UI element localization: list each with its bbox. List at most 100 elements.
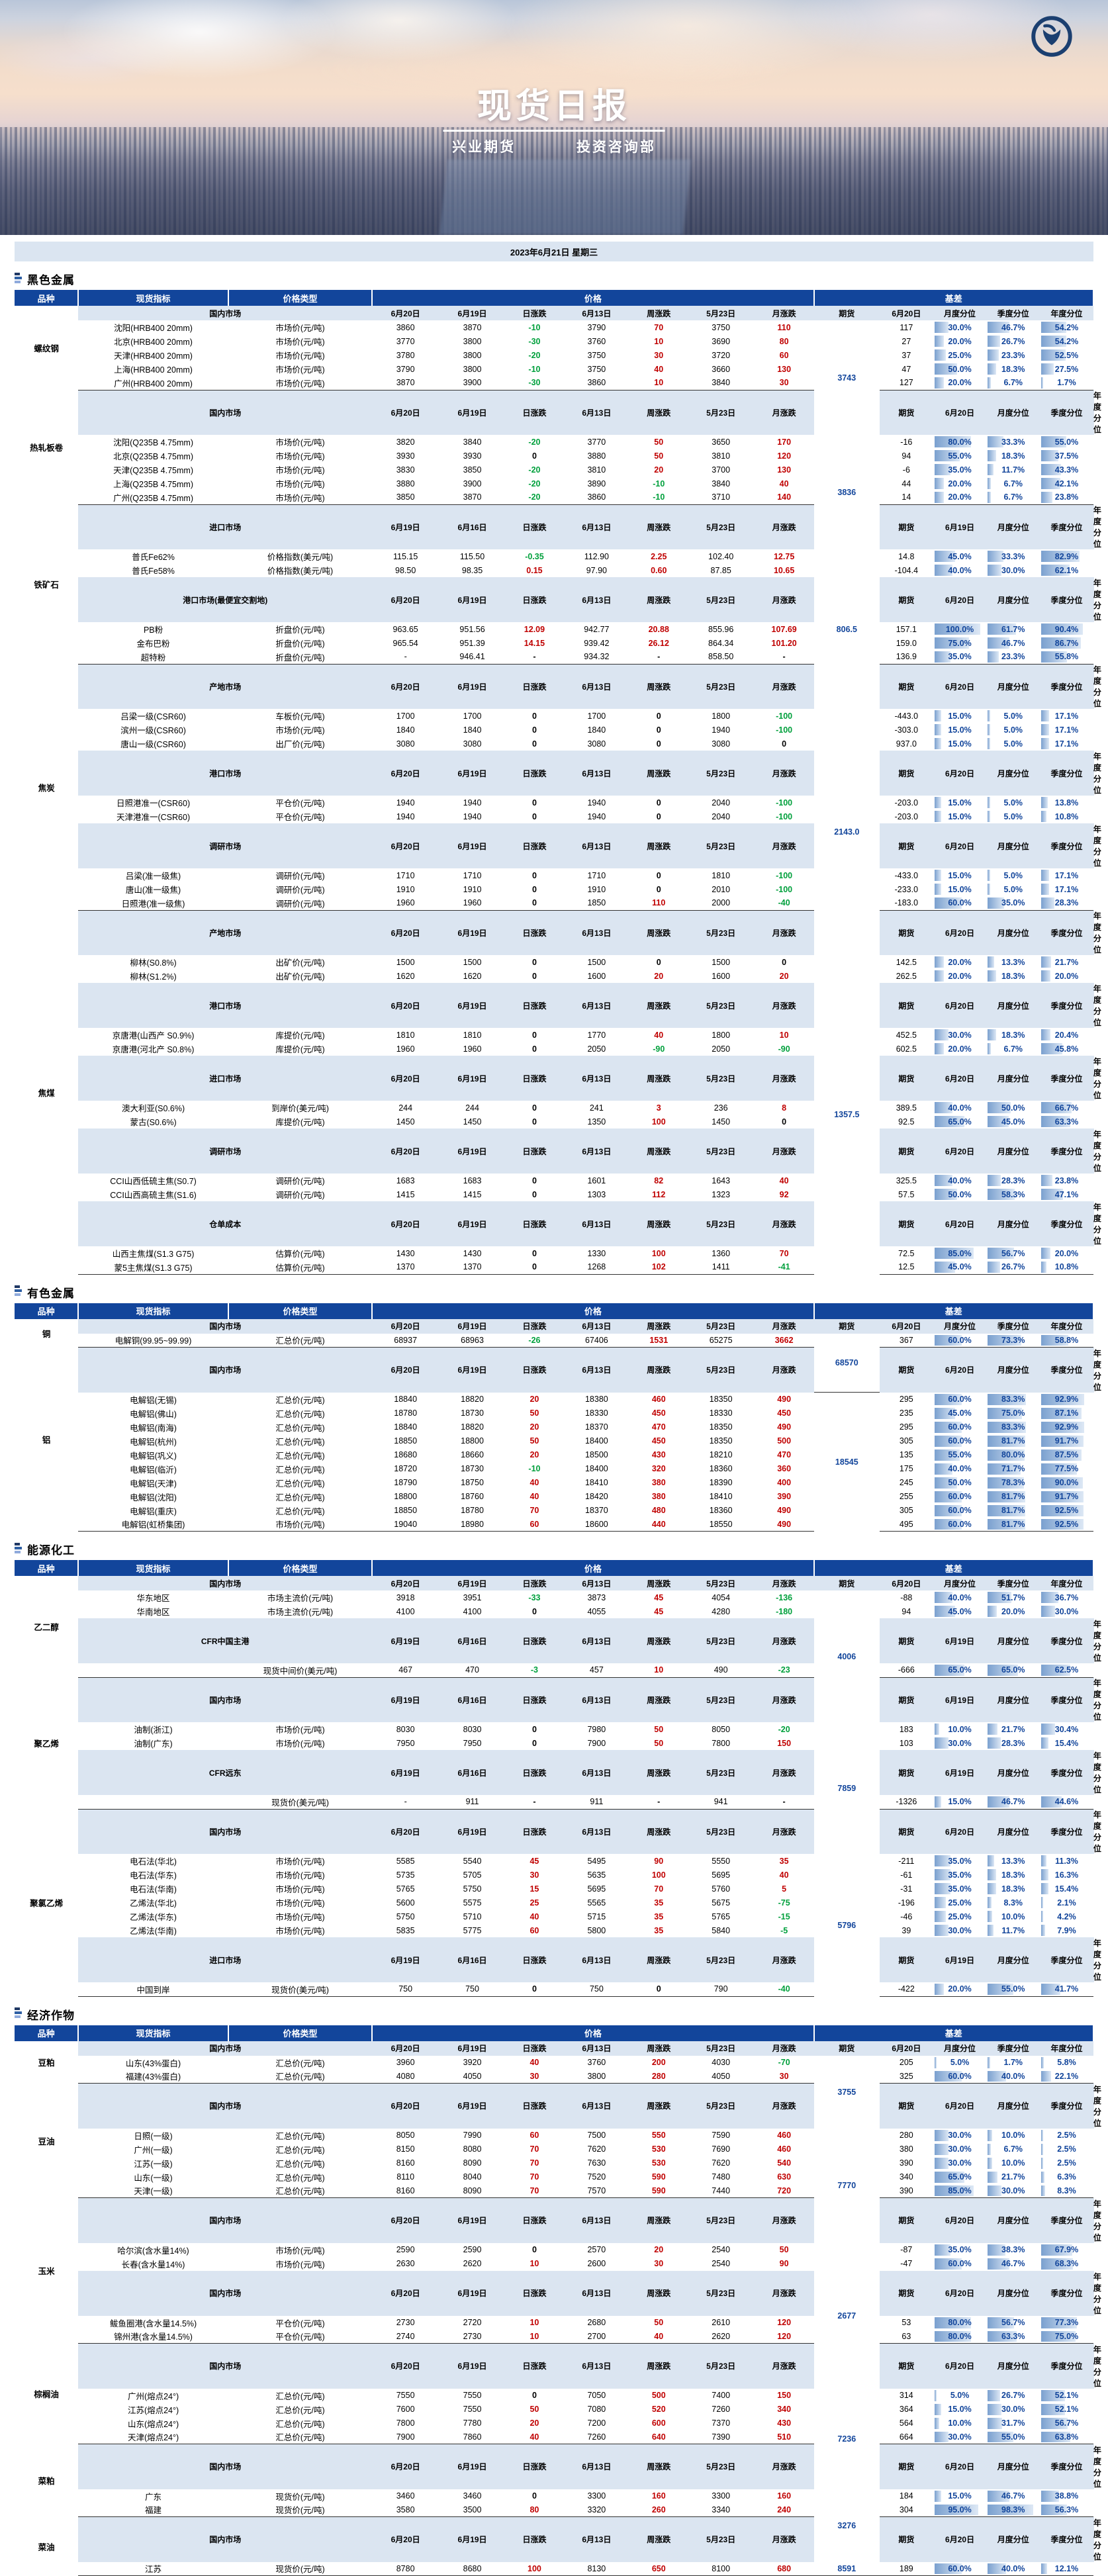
date-header-2: 日涨跌 (506, 1201, 563, 1246)
date-header-1: 6月19日 (439, 1128, 506, 1173)
month-pct-header: 月度分位 (986, 1618, 1040, 1663)
quarter-pct-header: 季度分位 (1040, 664, 1093, 709)
price-m: 3660 (688, 362, 755, 376)
percentile-bar (988, 1175, 1001, 1186)
percentile-cell: 30.0% (933, 1028, 987, 1042)
futures-header: 期货 (814, 1319, 880, 1334)
percentile-value: 13.8% (1055, 798, 1078, 807)
percentile-cell: 60.0% (933, 2257, 987, 2271)
price-w: 911 (563, 1795, 630, 1809)
price-d0: 1960 (372, 1042, 439, 1056)
price-d1: 68963 (439, 1334, 506, 1348)
price-type: 平仓价(元/吨) (228, 2330, 372, 2344)
percentile-value: 35.0% (1001, 898, 1025, 907)
percentile-cell: 20.0% (933, 376, 987, 390)
weekly-change: 160 (630, 2489, 688, 2503)
month-pct-header: 月度分位 (986, 2344, 1040, 2389)
weekly-change: 50 (630, 1722, 688, 1736)
percentile-value: 71.7% (1001, 1464, 1025, 1473)
date-header-0: 6月20日 (372, 2041, 439, 2056)
date-header-1: 6月19日 (439, 1576, 506, 1590)
date-header-4: 周涨跌 (630, 910, 688, 955)
percentile-bar (988, 349, 998, 361)
col-header-price-type: 价格类型 (228, 1560, 372, 1576)
percentile-bar (1041, 710, 1049, 721)
weekly-change: 480 (630, 1504, 688, 1518)
percentile-value: 75.0% (1001, 1408, 1025, 1418)
date-header-1: 6月19日 (439, 664, 506, 709)
percentile-cell: 75.0% (1040, 2330, 1093, 2344)
date-header-6: 月涨跌 (755, 751, 814, 796)
percentile-value: 17.1% (1055, 725, 1078, 735)
date-header-5: 5月23日 (688, 751, 755, 796)
price-type: 汇总价(元/吨) (228, 1504, 372, 1518)
price-type: 汇总价(元/吨) (228, 1490, 372, 1504)
date-header-1: 6月19日 (439, 1201, 506, 1246)
percentile-value: 26.7% (1001, 337, 1025, 346)
price-m: 65275 (688, 1334, 755, 1348)
price-d1: 5750 (439, 1882, 506, 1896)
price-m: 3810 (688, 449, 755, 463)
basis-value: -443.0 (880, 709, 933, 723)
weekly-change: -10 (630, 490, 688, 504)
percentile-value: 28.3% (1055, 898, 1078, 907)
percentile-bar (988, 956, 993, 968)
price-m: 855.96 (688, 622, 755, 636)
percentile-value: 82.9% (1055, 552, 1078, 561)
price-w: 18330 (563, 1406, 630, 1420)
price-d0: 3918 (372, 1590, 439, 1604)
price-m: 7260 (688, 2403, 755, 2416)
percentile-cell: 30.0% (986, 2184, 1040, 2198)
price-m: 1600 (688, 969, 755, 983)
price-m: 858.50 (688, 650, 755, 664)
percentile-cell: 26.7% (986, 1260, 1040, 1274)
price-d0: 3580 (372, 2503, 439, 2517)
percentile-value: 11.3% (1055, 1857, 1078, 1866)
indicator-name: 福建(43%蛋白) (78, 2070, 228, 2084)
percentile-bar (1041, 1869, 1048, 1880)
percentile-value: 80.0% (948, 2332, 971, 2341)
percentile-bar (935, 478, 944, 489)
percentile-cell: 90.0% (1040, 1476, 1093, 1490)
price-w: 4055 (563, 1604, 630, 1618)
weekly-change: 100 (630, 1868, 688, 1882)
percentile-cell: 20.4% (1040, 1028, 1093, 1042)
percentile-value: 30.0% (1055, 1607, 1078, 1616)
percentile-value: 56.7% (1001, 2318, 1025, 2327)
price-w: 18370 (563, 1504, 630, 1518)
price-d0: - (372, 1795, 439, 1809)
basis-value: 205 (880, 2056, 933, 2070)
month-pct-header: 月度分位 (986, 1201, 1040, 1246)
price-w: 1940 (563, 809, 630, 823)
daily-change: 0 (506, 2389, 563, 2403)
date-header-1: 6月19日 (439, 2084, 506, 2129)
percentile-value: 2.1% (1057, 1898, 1076, 1908)
percentile-value: 25.0% (948, 1912, 971, 1921)
percentile-value: 20.0% (948, 337, 971, 346)
price-m: 7690 (688, 2142, 755, 2156)
price-type: 市场价(元/吨) (228, 477, 372, 490)
futures-price: 2677 (814, 2243, 880, 2389)
percentile-value: 25.0% (948, 1898, 971, 1908)
basis-value: -61 (880, 1868, 933, 1882)
price-d1: 8680 (439, 2562, 506, 2576)
price-w: 3890 (563, 477, 630, 490)
monthly-change: 40 (755, 1868, 814, 1882)
percentile-bar (988, 1883, 996, 1894)
percentile-cell: 35.0% (933, 1854, 987, 1868)
basis-date-header: 6月20日 (933, 1056, 987, 1101)
percentile-cell: 40.0% (933, 1462, 987, 1476)
percentile-cell: 95.0% (933, 2503, 987, 2517)
percentile-cell: 27.5% (1040, 362, 1093, 376)
basis-value: -1326 (880, 1795, 933, 1809)
futures-header: 期货 (880, 2344, 933, 2389)
price-w: 3320 (563, 2503, 630, 2517)
price-type: 汇总价(元/吨) (228, 1462, 372, 1476)
price-m: 2540 (688, 2257, 755, 2271)
percentile-bar (935, 1911, 946, 1922)
percentile-cell: 20.0% (933, 955, 987, 969)
